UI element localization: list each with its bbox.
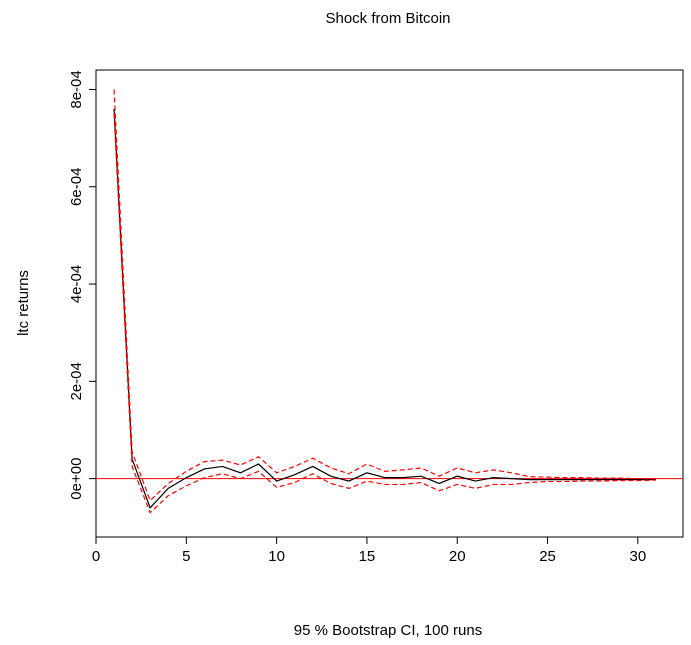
x-tick-label: 15 — [359, 548, 376, 565]
y-tick-label: 0e+00 — [68, 458, 85, 500]
y-axis-label: ltc returns — [15, 270, 32, 336]
series-line-response — [113, 108, 656, 509]
x-axis-label: 95 % Bootstrap CI, 100 runs — [294, 622, 482, 639]
x-axis: 0 5 10 15 20 25 30 — [92, 536, 647, 565]
x-tick-label: 30 — [630, 548, 647, 565]
y-tick-label: 8e-04 — [68, 70, 85, 108]
plot-frame — [95, 69, 684, 538]
x-tick-label: 10 — [268, 548, 285, 565]
chart-title: Shock from Bitcoin — [325, 10, 450, 27]
y-tick-label: 4e-04 — [68, 265, 85, 303]
x-tick-label: 0 — [92, 548, 100, 565]
x-tick-label: 5 — [182, 548, 190, 565]
series-line-lower-ci — [113, 113, 656, 514]
x-tick-label: 20 — [449, 548, 466, 565]
series-line-upper-ci — [113, 89, 656, 502]
x-tick-label: 25 — [539, 548, 556, 565]
y-tick-label: 2e-04 — [68, 362, 85, 400]
y-axis: 0e+00 2e-04 4e-04 6e-04 8e-04 — [68, 70, 97, 500]
y-tick-label: 6e-04 — [68, 168, 85, 206]
